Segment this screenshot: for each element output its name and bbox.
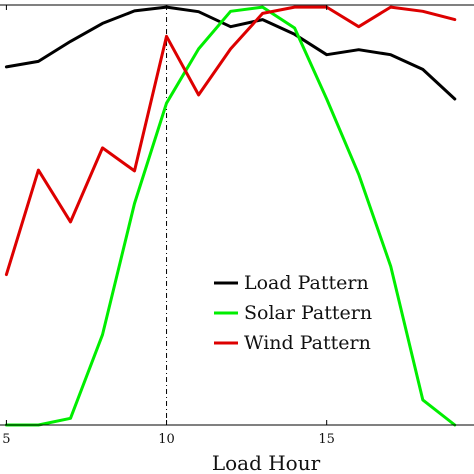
x-tick-label-5: 5 <box>2 432 10 447</box>
series-layer <box>4 5 457 427</box>
x-tick-label-15: 15 <box>318 432 335 447</box>
legend-label-load-pattern: Load Pattern <box>244 272 369 294</box>
legend-label-wind-pattern: Wind Pattern <box>244 332 371 354</box>
series-line-wind-pattern <box>4 5 457 277</box>
x-axis-label: Load Hour <box>212 451 321 474</box>
legend: Load Pattern Solar Pattern Wind Pattern <box>214 272 372 354</box>
plot-frame <box>0 4 474 426</box>
x-tick-label-10: 10 <box>158 432 175 447</box>
series-line-solar-pattern <box>4 5 457 427</box>
x-axis: 5 10 15 <box>2 5 335 447</box>
series-line-load-pattern <box>4 5 457 101</box>
legend-label-solar-pattern: Solar Pattern <box>244 302 372 324</box>
